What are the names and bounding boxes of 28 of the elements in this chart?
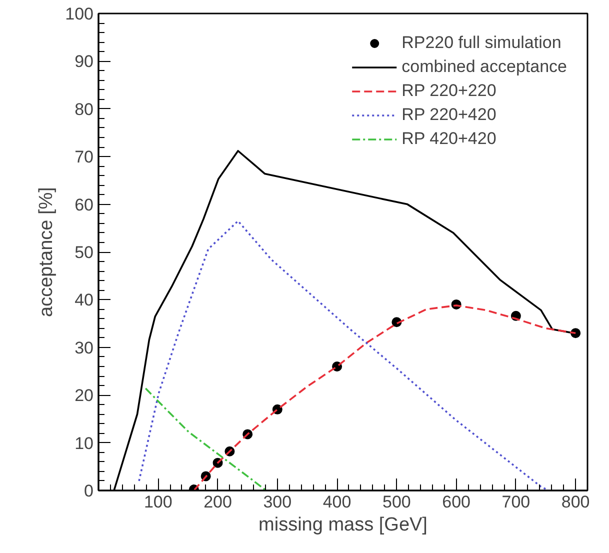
line-series xyxy=(138,220,550,490)
x-tick-label: 700 xyxy=(502,492,530,512)
x-axis-title: missing mass [GeV] xyxy=(258,514,428,536)
legend-label: RP 220+420 xyxy=(402,105,496,125)
y-tick-label: 30 xyxy=(74,338,94,358)
legend-label: RP 220+220 xyxy=(402,81,496,101)
y-tick-label: 90 xyxy=(74,52,94,72)
x-tick-label: 600 xyxy=(442,492,470,512)
y-tick-label: 60 xyxy=(74,195,94,214)
x-tick-label: 500 xyxy=(382,492,411,512)
y-tick-label: 10 xyxy=(74,434,94,453)
y-tick-label: 20 xyxy=(74,386,94,406)
y-tick-label: 80 xyxy=(74,100,94,119)
y-tick-label: 40 xyxy=(74,290,94,310)
x-tick-label: 400 xyxy=(322,492,352,512)
x-tick-label: 800 xyxy=(561,492,590,512)
y-tick-label: 50 xyxy=(74,243,94,262)
legend-label: RP 420+420 xyxy=(402,129,496,149)
y-tick-label: 100 xyxy=(65,4,94,24)
legend-label: combined acceptance xyxy=(402,57,567,77)
y-tick-label: 70 xyxy=(74,148,94,167)
y-tick-label: 0 xyxy=(84,482,94,500)
x-tick-label: 100 xyxy=(144,492,172,512)
legend-label: RP220 full simulation xyxy=(402,33,562,53)
y-axis-title: acceptance [%] xyxy=(36,187,58,317)
line-series xyxy=(144,388,267,490)
x-tick-label: 200 xyxy=(204,492,232,512)
x-tick-label: 300 xyxy=(263,492,292,512)
